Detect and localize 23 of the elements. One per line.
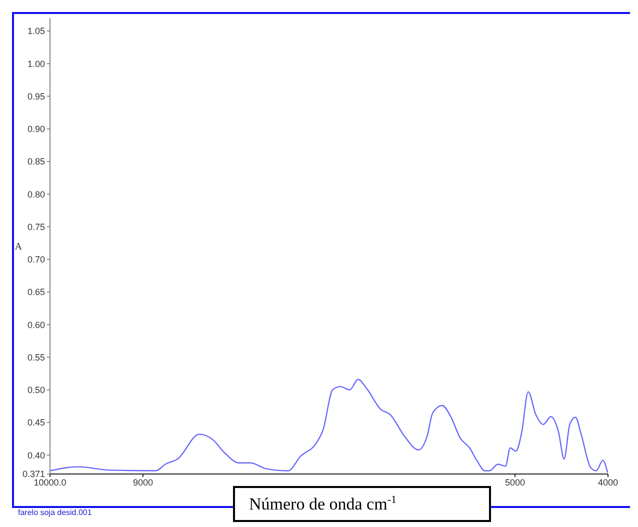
y-tick-label: 1.00 (27, 58, 45, 69)
y-tick-label: 0.60 (27, 320, 45, 330)
x-tick-label: 9000 (132, 477, 154, 488)
y-tick-label: 0.80 (27, 189, 45, 200)
y-tick-label: 0.70 (27, 254, 45, 265)
y-tick-label: 0.50 (27, 385, 45, 396)
line-series (50, 378, 608, 474)
y-tick-label: 0.90 (27, 124, 45, 134)
y-tick-label: 0.65 (27, 287, 45, 298)
y-tick-label: 0.40 (27, 450, 45, 460)
y-tick-label: 0.75 (27, 222, 45, 232)
y-tick-label: 1.05 (27, 26, 45, 36)
y-tick-label: 0.95 (27, 91, 45, 102)
x-tick-label: 4000 (598, 477, 618, 488)
text: farelo soja desid.001 (18, 508, 92, 517)
y-tick-label: 0.45 (27, 418, 45, 428)
x-axis-title: Número de onda cm$^{-1}$ (249, 494, 397, 514)
y-tick-label: 0.55 (27, 352, 45, 362)
y-axis-title: A (14, 242, 23, 253)
x-tick-label: 10000.0 (34, 477, 66, 488)
x-tick-label: 5000 (504, 477, 526, 488)
y-tick-label: 0.371 (22, 469, 45, 480)
y-tick-label: 0.85 (27, 156, 45, 167)
